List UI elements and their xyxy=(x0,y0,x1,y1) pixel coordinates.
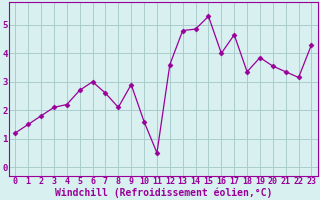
X-axis label: Windchill (Refroidissement éolien,°C): Windchill (Refroidissement éolien,°C) xyxy=(55,187,272,198)
